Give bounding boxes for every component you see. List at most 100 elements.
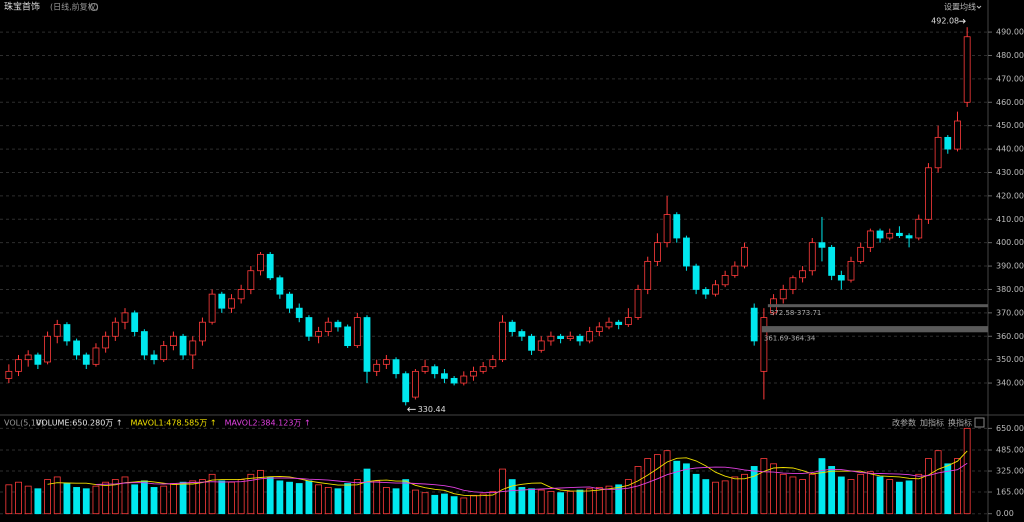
y-tick-label: 490.00 bbox=[996, 28, 1024, 37]
indicator-button[interactable]: 加指标 bbox=[920, 418, 944, 428]
volume-bar bbox=[741, 473, 748, 515]
candle-body bbox=[779, 289, 787, 300]
volume-bar bbox=[847, 479, 855, 515]
candle-body bbox=[5, 370, 13, 379]
volume-bar bbox=[34, 488, 42, 515]
candle-body bbox=[286, 293, 293, 309]
candle-body bbox=[266, 253, 274, 279]
volume-bar bbox=[634, 466, 642, 515]
volume-bar bbox=[692, 473, 700, 515]
volume-bar bbox=[673, 460, 681, 515]
volume-bar bbox=[315, 484, 323, 515]
candle-body bbox=[721, 275, 729, 286]
max-arrow bbox=[959, 18, 966, 24]
candle-body bbox=[615, 321, 623, 325]
candle-body bbox=[82, 354, 90, 365]
volume-bar bbox=[905, 480, 913, 515]
volume-bar bbox=[247, 473, 255, 515]
candle-body bbox=[624, 317, 632, 325]
candle-body bbox=[663, 214, 671, 244]
candle-body bbox=[537, 340, 545, 351]
y-tick-label: 430.00 bbox=[996, 168, 1024, 177]
indicator-button[interactable]: 换指标 bbox=[948, 418, 972, 428]
volume-bar bbox=[411, 489, 419, 515]
volume-bar bbox=[731, 476, 739, 515]
settings-icon[interactable] bbox=[90, 3, 98, 11]
candle-body bbox=[741, 246, 748, 267]
volume-bar bbox=[218, 480, 226, 515]
volume-bar bbox=[121, 476, 129, 515]
candle-body bbox=[954, 120, 961, 150]
volume-bar bbox=[925, 458, 932, 515]
y-tick-label: 470.00 bbox=[996, 74, 1024, 83]
gap-zone-label: 361.69-364.34 bbox=[764, 334, 816, 342]
volume-bar bbox=[431, 494, 439, 515]
volume-bar bbox=[169, 483, 177, 515]
volume-bar bbox=[489, 490, 497, 515]
min-arrow bbox=[407, 407, 416, 412]
volume-bar bbox=[547, 490, 555, 515]
volume-bar bbox=[295, 483, 303, 515]
y-tick-label: 360.00 bbox=[996, 332, 1024, 341]
candle-body bbox=[731, 265, 739, 276]
candle-body bbox=[208, 293, 216, 323]
candle-body bbox=[237, 289, 245, 300]
y-tick-label: 485.00 bbox=[996, 446, 1024, 455]
candle-body bbox=[479, 366, 487, 372]
candle-body bbox=[925, 167, 932, 220]
candle-body bbox=[353, 317, 361, 347]
ma-button[interactable]: 设置均线 bbox=[944, 2, 976, 12]
volume-bar bbox=[15, 481, 22, 515]
candle-body bbox=[121, 312, 129, 323]
candle-body bbox=[557, 335, 565, 339]
gap-zone-label: 372.58-373.71 bbox=[770, 309, 822, 317]
volume-bar bbox=[595, 487, 603, 515]
candle-body bbox=[886, 232, 894, 239]
candle-body bbox=[324, 321, 332, 332]
volume-bar bbox=[934, 450, 942, 515]
max-label: 492.08 bbox=[931, 17, 959, 26]
y-tick-label: 420.00 bbox=[996, 191, 1024, 200]
volume-bar bbox=[82, 488, 90, 515]
volume-bar bbox=[373, 480, 381, 515]
candle-body bbox=[441, 373, 448, 379]
close-button[interactable] bbox=[974, 417, 985, 428]
volume-bar bbox=[402, 479, 410, 515]
candle-body bbox=[934, 136, 942, 169]
candle-body bbox=[334, 321, 342, 328]
candle-body bbox=[169, 335, 177, 347]
volume-bar bbox=[644, 458, 652, 515]
y-tick-label: 650.00 bbox=[996, 424, 1024, 433]
candle-body bbox=[53, 324, 61, 337]
dropdown-icon bbox=[976, 5, 982, 9]
volume-bar bbox=[44, 479, 51, 515]
volume-bar bbox=[586, 488, 594, 515]
candle-body bbox=[402, 373, 410, 403]
volume-bar bbox=[605, 485, 613, 515]
candle-body bbox=[111, 321, 119, 337]
candle-body bbox=[499, 321, 506, 361]
volume-bar bbox=[470, 494, 477, 515]
y-tick-label: 440.00 bbox=[996, 145, 1024, 154]
volume-bar bbox=[73, 487, 81, 515]
legend-entry: MAVOL1:478.585万 ↑ bbox=[131, 419, 217, 428]
ma-line bbox=[47, 450, 968, 497]
candle-body bbox=[73, 340, 81, 356]
candle-body bbox=[421, 366, 429, 372]
y-tick-label: 400.00 bbox=[996, 238, 1024, 247]
volume-bar bbox=[808, 473, 816, 515]
indicator-button[interactable]: 改参数 bbox=[892, 418, 916, 428]
y-tick-label: 460.00 bbox=[996, 98, 1024, 107]
volume-bar bbox=[528, 488, 535, 515]
volume-bar bbox=[721, 480, 729, 515]
volume-bar bbox=[189, 480, 197, 515]
y-tick-label: 340.00 bbox=[996, 379, 1024, 388]
volume-bar bbox=[24, 485, 32, 515]
candle-body bbox=[382, 359, 390, 365]
volume-bar bbox=[760, 458, 768, 515]
candle-body bbox=[605, 321, 613, 328]
volume-bar bbox=[460, 497, 468, 515]
volume-bar bbox=[508, 479, 516, 515]
volume-bar bbox=[615, 484, 623, 515]
candle-body bbox=[789, 277, 797, 290]
